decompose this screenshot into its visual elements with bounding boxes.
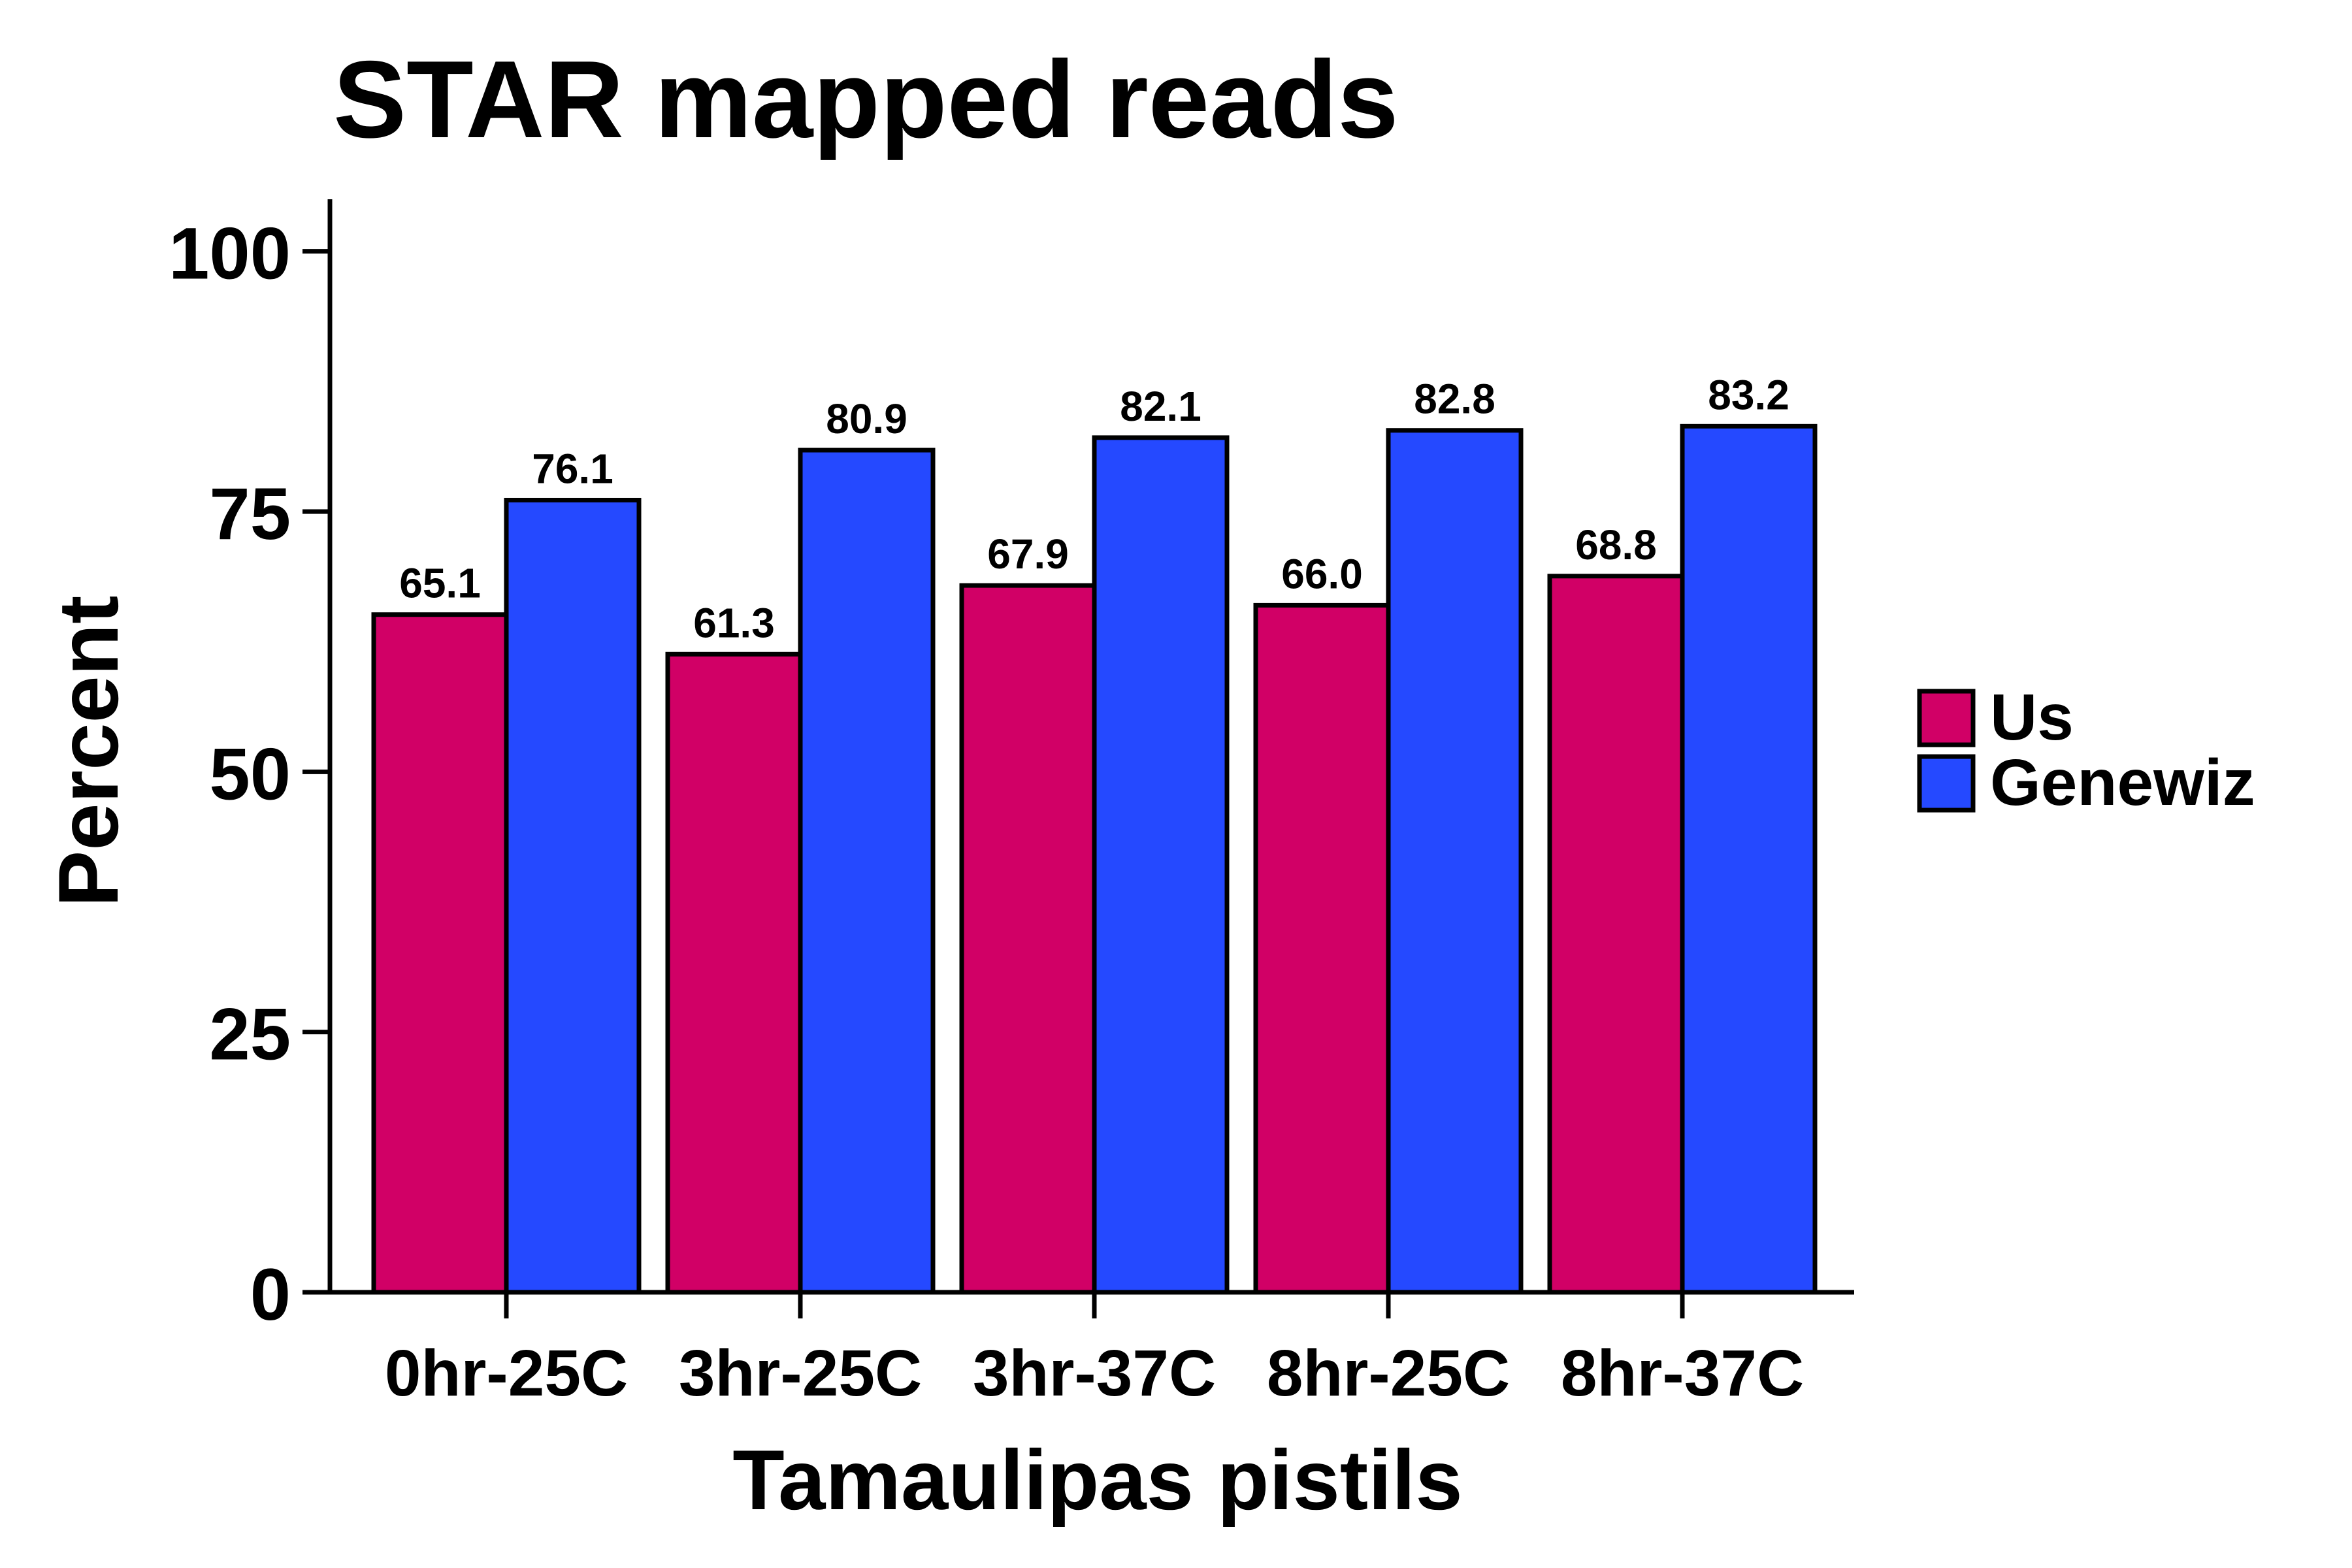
data-label: 66.0 (1281, 550, 1363, 597)
x-axis-label: Tamaulipas pistils (732, 1432, 1462, 1527)
y-tick-label: 0 (250, 1254, 291, 1335)
x-tick-label: 3hr-25C (679, 1337, 922, 1410)
legend-label-genewiz: Genewiz (1990, 746, 2255, 819)
data-label: 76.1 (532, 445, 613, 492)
data-label: 65.1 (399, 560, 481, 607)
data-label: 68.8 (1575, 521, 1657, 568)
legend-swatch-genewiz (1917, 754, 1976, 813)
legend-label-us: Us (1990, 681, 2074, 754)
bar-us-3hr-25C (665, 651, 803, 1295)
bar-us-8hr-25C (1253, 602, 1391, 1295)
y-axis-label: Percent (41, 596, 136, 907)
bar-genewiz-0hr-25C (504, 497, 642, 1295)
x-tick-label: 8hr-37C (1561, 1337, 1804, 1410)
bar-us-0hr-25C (371, 612, 509, 1295)
bar-us-3hr-37C (959, 583, 1097, 1295)
bar-us-8hr-37C (1547, 574, 1685, 1295)
y-tick-label: 25 (209, 994, 291, 1075)
data-label: 83.2 (1708, 371, 1789, 418)
data-label: 80.9 (826, 395, 907, 442)
bar-genewiz-8hr-37C (1680, 423, 1818, 1295)
x-tick-label: 3hr-37C (973, 1337, 1216, 1410)
data-label: 61.3 (693, 599, 775, 646)
data-label: 82.1 (1120, 383, 1201, 430)
legend-swatch-us (1917, 689, 1976, 747)
y-tick-label: 50 (209, 733, 291, 815)
y-tick-label: 100 (169, 213, 291, 295)
x-tick-label: 0hr-25C (385, 1337, 628, 1410)
bar-genewiz-3hr-37C (1092, 435, 1230, 1295)
plot-area: 65.1 76.1 61.3 80.9 67.9 82.1 66.0 82.8 68.8 83.2… (169, 199, 1854, 1410)
data-label: 67.9 (987, 531, 1069, 578)
bar-genewiz-3hr-25C (798, 448, 936, 1295)
x-tick-label: 8hr-25C (1267, 1337, 1510, 1410)
chart-title: STAR mapped reads (333, 38, 1399, 161)
bar-genewiz-8hr-25C (1386, 428, 1524, 1295)
y-tick-label: 75 (209, 473, 291, 555)
data-label: 82.8 (1414, 376, 1495, 423)
